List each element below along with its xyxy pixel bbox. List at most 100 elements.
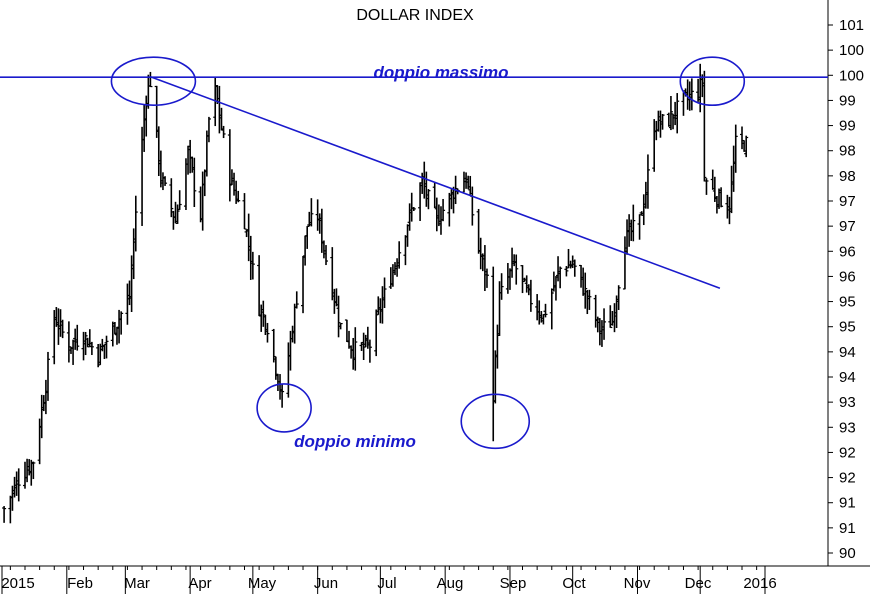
x-tick-label: Aug xyxy=(437,575,464,592)
y-tick-label: 98 xyxy=(839,168,856,185)
price-bar xyxy=(265,322,270,343)
price-bar xyxy=(163,176,168,186)
y-tick-label: 98 xyxy=(839,143,856,160)
y-tick-label: 92 xyxy=(839,470,856,487)
price-bar xyxy=(558,266,563,289)
y-tick-label: 100 xyxy=(839,42,864,59)
price-bar xyxy=(675,93,680,134)
price-bar xyxy=(45,351,50,401)
y-tick-label: 94 xyxy=(839,369,856,386)
price-bar xyxy=(564,266,569,277)
y-tick-label: 100 xyxy=(839,67,864,84)
price-bar xyxy=(227,129,232,202)
price-bar xyxy=(169,178,174,218)
circle-bottom-1 xyxy=(256,383,312,433)
x-tick-label: 2015 xyxy=(1,575,34,592)
price-bar xyxy=(16,468,21,502)
plot-frame xyxy=(0,0,870,567)
y-tick-label: 96 xyxy=(839,243,856,260)
price-bar xyxy=(148,71,153,88)
y-tick-label: 91 xyxy=(839,520,856,537)
y-tick-label: 93 xyxy=(839,419,856,436)
price-bar xyxy=(104,335,109,359)
y-tick-label: 93 xyxy=(839,394,856,411)
price-bar xyxy=(583,272,588,309)
y-tick-label: 90 xyxy=(839,545,856,562)
price-bar xyxy=(484,268,489,288)
price-bar xyxy=(175,204,180,224)
price-bar xyxy=(660,114,665,130)
price-bar xyxy=(637,214,642,240)
price-series xyxy=(2,63,749,524)
price-bar xyxy=(336,295,341,338)
price-bar xyxy=(411,207,416,211)
y-tick-label: 101 xyxy=(839,17,864,34)
price-bar xyxy=(668,96,673,131)
price-bar xyxy=(271,328,276,363)
circle-top-1 xyxy=(110,56,197,107)
price-bar xyxy=(305,225,310,249)
y-axis: 90 91 91 92 92 93 93 94 94 95 95 96 96 97 97 98 98 99 99 10… xyxy=(828,17,864,562)
x-tick-label: Nov xyxy=(624,575,651,592)
y-tick-label: 95 xyxy=(839,294,856,311)
x-tick-label: Oct xyxy=(562,575,586,592)
price-bar xyxy=(280,383,285,408)
price-bar xyxy=(221,125,226,139)
price-bar xyxy=(192,157,197,208)
circle-bottom-2 xyxy=(460,393,531,450)
price-bar xyxy=(324,245,329,266)
price-bar xyxy=(374,309,379,357)
y-tick-label: 99 xyxy=(839,118,856,135)
price-bar xyxy=(572,259,577,277)
y-tick-label: 96 xyxy=(839,268,856,285)
y-tick-label: 97 xyxy=(839,218,856,235)
y-tick-label: 94 xyxy=(839,344,856,361)
price-bar xyxy=(236,190,241,203)
price-bar xyxy=(250,251,255,280)
price-bar xyxy=(543,303,548,318)
price-bar xyxy=(31,461,36,480)
y-tick-label: 92 xyxy=(839,444,856,461)
price-bar xyxy=(60,319,65,339)
x-tick-label: May xyxy=(248,575,277,592)
price-bar xyxy=(549,288,554,330)
price-bar xyxy=(119,311,124,335)
price-bar xyxy=(631,204,636,242)
price-bar xyxy=(75,324,80,351)
y-tick-label: 97 xyxy=(839,193,856,210)
price-bar xyxy=(206,116,211,143)
technical-overlays xyxy=(0,56,828,450)
price-bar xyxy=(309,198,314,227)
x-tick-label: Dec xyxy=(685,575,712,592)
price-bar xyxy=(441,198,446,222)
price-bar xyxy=(608,305,613,329)
circle-top-2 xyxy=(679,56,746,107)
price-bar xyxy=(744,135,749,158)
price-bar xyxy=(83,331,88,356)
y-tick-label: 95 xyxy=(839,319,856,336)
price-bar xyxy=(397,241,402,269)
annotation-doppio-minimo: doppio minimo xyxy=(294,432,416,451)
price-bar xyxy=(602,308,607,340)
price-bar xyxy=(294,291,299,309)
x-tick-label: Jul xyxy=(377,575,396,592)
trend-line xyxy=(150,75,721,289)
x-tick-label: Feb xyxy=(67,575,93,592)
price-bar xyxy=(2,506,7,523)
x-axis: 2015 Feb Mar Apr May Jun Jul Aug Sep Oct Nov Dec 201… xyxy=(1,566,777,594)
price-bar xyxy=(514,254,519,285)
price-bar xyxy=(242,193,247,230)
annotation-doppio-massimo: doppio massimo xyxy=(373,63,508,82)
x-tick-label: Mar xyxy=(124,575,150,592)
x-tick-label: Sep xyxy=(500,575,527,592)
x-tick-label: Jun xyxy=(314,575,338,592)
price-bar xyxy=(367,339,372,363)
price-bar xyxy=(719,187,724,208)
price-bar xyxy=(616,285,621,310)
y-tick-label: 91 xyxy=(839,495,856,512)
y-tick-label: 99 xyxy=(839,92,856,109)
price-bar xyxy=(133,195,138,252)
price-bar xyxy=(587,289,592,310)
